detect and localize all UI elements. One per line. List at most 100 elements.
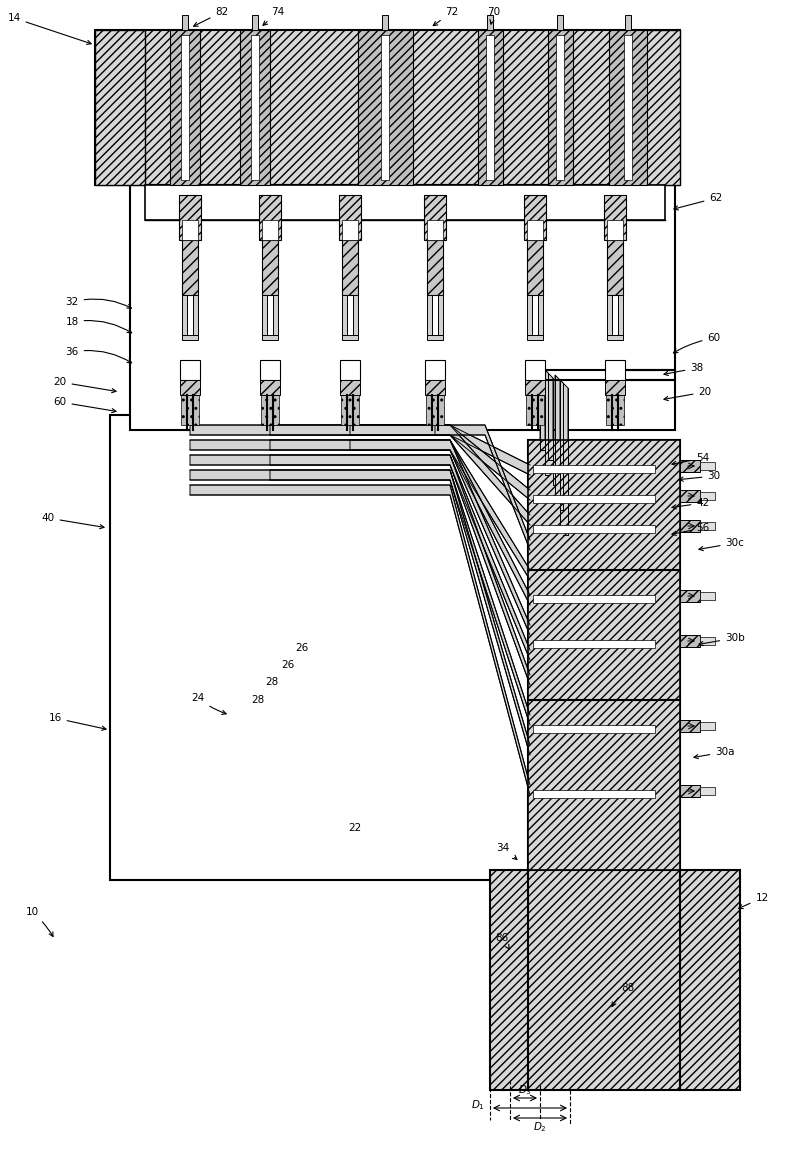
- Bar: [478, 30, 503, 185]
- Bar: [700, 592, 715, 600]
- Bar: [533, 640, 655, 648]
- Bar: [680, 460, 700, 473]
- Bar: [342, 219, 358, 240]
- Bar: [700, 462, 715, 470]
- Text: 42: 42: [672, 498, 710, 509]
- Bar: [340, 360, 360, 380]
- Bar: [528, 440, 680, 570]
- Text: 60: 60: [674, 333, 721, 353]
- Bar: [427, 336, 443, 340]
- Text: 60: 60: [54, 397, 116, 412]
- Bar: [525, 380, 545, 395]
- Text: 54: 54: [672, 453, 710, 466]
- Bar: [528, 570, 680, 700]
- Bar: [342, 336, 358, 340]
- Polygon shape: [270, 455, 530, 685]
- Text: 20: 20: [54, 377, 116, 392]
- Bar: [487, 15, 493, 30]
- Bar: [527, 240, 543, 295]
- Bar: [680, 590, 700, 603]
- Bar: [182, 15, 188, 30]
- Bar: [680, 490, 700, 502]
- Bar: [605, 380, 625, 395]
- Text: 30: 30: [679, 471, 721, 482]
- Bar: [340, 380, 360, 395]
- Text: $D_1$: $D_1$: [471, 1098, 485, 1112]
- Bar: [533, 789, 655, 798]
- Bar: [170, 30, 200, 185]
- Polygon shape: [270, 425, 530, 500]
- Bar: [262, 336, 278, 340]
- Text: 74: 74: [263, 7, 285, 26]
- Bar: [527, 219, 543, 240]
- Text: 26: 26: [295, 643, 309, 652]
- Bar: [381, 35, 389, 180]
- Bar: [680, 635, 700, 647]
- Text: 38: 38: [664, 363, 704, 375]
- Bar: [680, 520, 700, 532]
- Text: 34: 34: [496, 843, 517, 859]
- Bar: [180, 380, 200, 395]
- Polygon shape: [190, 455, 530, 659]
- Bar: [607, 240, 623, 295]
- Text: 30b: 30b: [699, 633, 745, 646]
- Text: $D_3$: $D_3$: [518, 1083, 532, 1097]
- Bar: [548, 30, 573, 185]
- Bar: [427, 295, 432, 336]
- Bar: [358, 30, 413, 185]
- Polygon shape: [190, 470, 530, 724]
- Bar: [261, 395, 279, 425]
- Polygon shape: [270, 440, 530, 605]
- Polygon shape: [552, 375, 563, 510]
- Bar: [182, 219, 198, 240]
- Bar: [353, 295, 358, 336]
- Text: 28: 28: [251, 695, 265, 705]
- Bar: [240, 30, 270, 185]
- Bar: [604, 195, 626, 240]
- Bar: [680, 720, 700, 731]
- Bar: [427, 219, 443, 240]
- Bar: [700, 492, 715, 500]
- Bar: [533, 525, 655, 533]
- Bar: [425, 380, 445, 395]
- Polygon shape: [350, 425, 530, 525]
- Text: 22: 22: [348, 823, 362, 832]
- Polygon shape: [190, 425, 530, 475]
- Polygon shape: [435, 425, 530, 550]
- Text: 18: 18: [66, 317, 132, 333]
- Text: 36: 36: [66, 347, 132, 363]
- Polygon shape: [540, 365, 553, 460]
- Text: 20: 20: [664, 387, 711, 401]
- Bar: [524, 195, 546, 240]
- Text: 28: 28: [266, 677, 278, 687]
- Bar: [607, 336, 623, 340]
- Text: $D_2$: $D_2$: [533, 1120, 547, 1134]
- Bar: [95, 30, 145, 185]
- Bar: [680, 785, 700, 796]
- Bar: [625, 15, 631, 30]
- Bar: [182, 240, 198, 295]
- Bar: [181, 395, 199, 425]
- Bar: [182, 336, 198, 340]
- Bar: [130, 185, 675, 430]
- Text: 82: 82: [194, 7, 229, 27]
- Bar: [179, 195, 201, 240]
- Bar: [252, 15, 258, 30]
- Polygon shape: [190, 440, 530, 580]
- Text: 72: 72: [434, 7, 458, 26]
- Bar: [342, 240, 358, 295]
- Bar: [700, 637, 715, 646]
- Bar: [181, 35, 189, 180]
- Bar: [260, 380, 280, 395]
- Bar: [339, 195, 361, 240]
- Text: 26: 26: [282, 659, 294, 670]
- Bar: [342, 295, 347, 336]
- Bar: [700, 787, 715, 795]
- Bar: [607, 295, 612, 336]
- Bar: [609, 30, 647, 185]
- Text: 86: 86: [495, 933, 510, 949]
- Bar: [605, 360, 625, 380]
- Bar: [382, 15, 388, 30]
- Bar: [145, 185, 665, 219]
- Bar: [273, 295, 278, 336]
